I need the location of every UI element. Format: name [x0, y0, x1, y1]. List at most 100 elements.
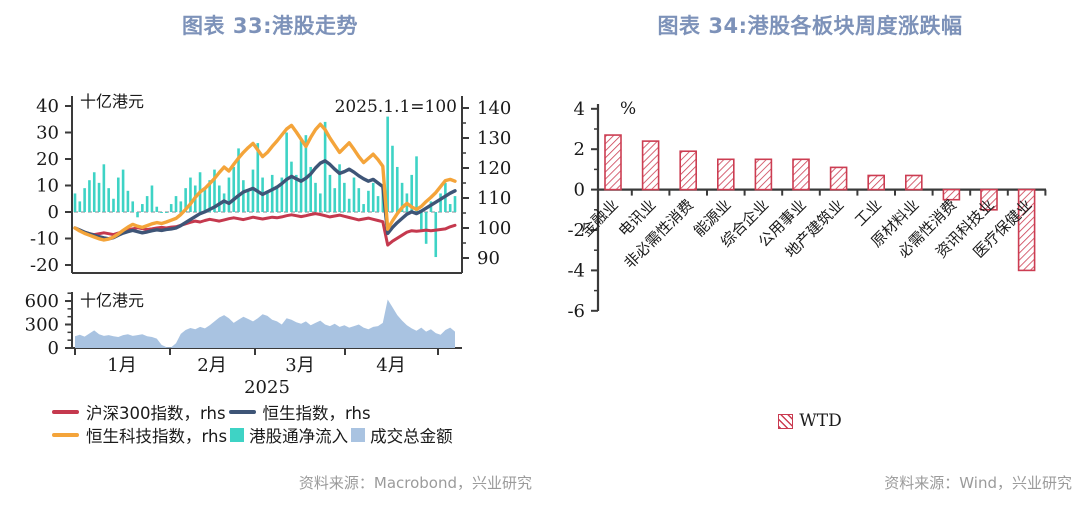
wtd-bar-9: [942, 188, 961, 201]
sector-label-0: 金融业: [577, 196, 622, 241]
southbound-flow-bar: [386, 116, 389, 212]
wtd-bar-11: [1017, 188, 1036, 272]
legend-item-hsi: 恒生指数，rhs: [228, 400, 371, 424]
southbound-flow-bar: [371, 182, 375, 212]
southbound-flow-bar: [424, 212, 428, 244]
wtd-bar-4: [754, 158, 773, 191]
southbound-flow-bar: [131, 201, 135, 212]
wtd-bar-0: [604, 134, 622, 191]
wtd-bar-6: [829, 166, 848, 191]
left-chart-title: 图表 33:港股走势: [182, 14, 358, 38]
southbound-flow-bar: [102, 164, 106, 212]
southbound-flow-bar: [299, 140, 303, 212]
y-axis-tick-label: -6: [567, 301, 585, 322]
southbound-flow-bar: [213, 169, 216, 212]
legend-label-hsi: 恒生指数，rhs: [262, 403, 371, 423]
left-axis-tick-label: 20: [36, 149, 59, 170]
legend-item-turnover: 成交总金额: [351, 423, 453, 447]
wtd-bar-3: [717, 158, 735, 191]
right-axis-tick-label: 140: [477, 98, 511, 119]
southbound-flow-bar: [352, 177, 356, 212]
southbound-flow-bar: [400, 182, 404, 212]
southbound-flow-bar: [208, 180, 211, 212]
sub-axis-tick-label: 600: [25, 291, 59, 312]
southbound-flow-bar: [285, 132, 288, 212]
southbound-flow-bar: [309, 166, 312, 212]
southbound-flow-bar: [242, 180, 245, 212]
southbound-flow-bar: [189, 177, 192, 212]
southbound-flow-bar: [338, 164, 341, 212]
southbound-flow-bar: [237, 148, 240, 212]
y-axis-tick-label: -2: [567, 220, 585, 241]
southbound-flow-bar: [362, 204, 365, 212]
legend-row-2: 恒生科技指数，rhs 港股通净流入 成交总金额: [52, 423, 456, 446]
southbound-flow-bar: [323, 121, 327, 212]
right-axis-tick-label: 130: [477, 128, 511, 149]
southbound-flow-bar: [251, 169, 255, 212]
legend-item-southbound-flow: 港股通净流入: [230, 423, 348, 447]
southbound-flow-bar: [304, 135, 308, 212]
right-chart-title: 图表 34:港股各板块周度涨跌幅: [657, 14, 963, 38]
index-line-series-1: [73, 159, 457, 241]
southbound-flow-bar: [376, 196, 380, 212]
southbound-flow-bar: [169, 204, 173, 212]
legend-item-csi300: 沪深300指数，rhs: [52, 400, 226, 424]
southbound-flow-bar: [410, 174, 414, 212]
southbound-flow-bar: [395, 166, 399, 212]
csi300-line-marker: [52, 409, 79, 414]
southbound-flow-square-marker: [230, 427, 245, 442]
southbound-flow-bar: [290, 161, 293, 212]
southbound-flow-bar: [150, 185, 154, 212]
hstech-line-marker: [52, 432, 79, 437]
southbound-flow-bar: [270, 174, 274, 212]
southbound-flow-bar: [415, 156, 418, 212]
percent-axis-label: %: [620, 99, 636, 119]
southbound-flow-bar: [126, 190, 130, 212]
southbound-flow-bar: [174, 196, 178, 212]
southbound-flow-bar: [184, 188, 187, 212]
southbound-flow-bar: [357, 188, 361, 212]
legend-label-wtd: WTD: [799, 411, 842, 431]
southbound-flow-bar: [266, 190, 269, 212]
southbound-flow-bar: [420, 212, 423, 231]
wtd-bar-8: [904, 174, 923, 191]
year-label: 2025: [244, 377, 290, 398]
y-axis-tick-label: 0: [574, 180, 585, 201]
left-chart-source: 资料来源：Macrobond，兴业研究: [298, 474, 532, 492]
turnover-square-marker: [351, 427, 366, 442]
left-axis-tick-label: -10: [30, 229, 59, 250]
month-label: 2月: [197, 355, 226, 376]
southbound-flow-bar: [112, 198, 115, 212]
southbound-flow-bar: [333, 188, 337, 212]
left-axis-tick-label: 10: [36, 176, 59, 197]
southbound-flow-bar: [136, 212, 139, 218]
wtd-bar-7: [867, 174, 886, 191]
left-axis-tick-label: 30: [36, 123, 59, 144]
left-chart-legend: 沪深300指数，rhs 恒生指数，rhs 恒生科技指数，rhs 港股通净流入: [52, 400, 456, 446]
wtd-bar-10: [980, 188, 998, 211]
southbound-flow-bar: [439, 193, 442, 212]
y-axis-tick-label: 4: [574, 99, 585, 120]
southbound-flow-bar: [145, 196, 149, 212]
southbound-flow-bar: [367, 190, 370, 212]
sub-axis-tick-label: 0: [48, 338, 59, 359]
southbound-flow-bar: [227, 177, 231, 212]
southbound-flow-bar: [448, 204, 452, 212]
y-axis-tick-label: 2: [574, 139, 585, 160]
legend-label-turnover: 成交总金额: [370, 426, 453, 446]
legend-label-hstech: 恒生科技指数，rhs: [86, 426, 228, 446]
legend-label-southbound-flow: 港股通净流入: [249, 426, 349, 446]
right-chart-panel: 图表 34:港股各板块周度涨跌幅 4 2 0 -2 -4 -6% 金融业 电讯业 非必需性消费能…: [540, 0, 1080, 526]
southbound-flow-bar: [141, 204, 144, 212]
southbound-flow-bar: [328, 174, 332, 212]
southbound-flow-bar: [160, 212, 163, 213]
wtd-bar-5: [792, 158, 810, 191]
southbound-flow-bar: [453, 196, 457, 212]
left-axis-tick-label: 0: [48, 202, 59, 223]
right-chart-legend: WTD: [540, 411, 1080, 431]
month-label: 4月: [376, 355, 405, 376]
southbound-flow-bar: [78, 201, 82, 212]
